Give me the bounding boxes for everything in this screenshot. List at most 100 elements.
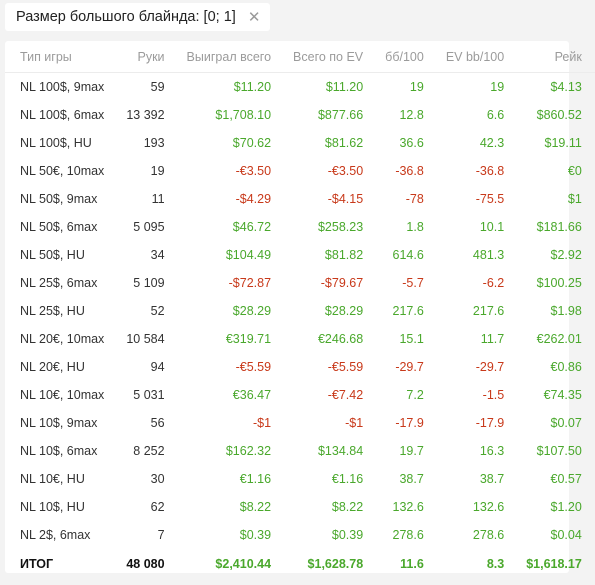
table-row[interactable]: NL 100$, HU 193 $70.62 $81.62 36.6 42.3 $19.11 — [5, 129, 595, 157]
cell-rake: €74.35 — [543, 388, 582, 402]
cell-game-type: NL 20€, HU — [20, 360, 85, 374]
close-icon[interactable]: ✕ — [247, 9, 261, 26]
cell-ev-bb100: -29.7 — [475, 360, 505, 374]
cell-ev-bb100: -17.9 — [475, 416, 505, 430]
cell-ev-total: -€5.59 — [327, 360, 364, 374]
cell-bb100: 19 — [409, 80, 424, 94]
table-row[interactable]: NL 20€, 10max 10 584 €319.71 €246.68 15.1 11.… — [5, 325, 595, 353]
cell-won-total: $70.62 — [232, 136, 272, 150]
cell-ev-total: $81.82 — [324, 248, 364, 262]
cell-won-total: -€5.59 — [235, 360, 272, 374]
table-row[interactable]: NL 2$, 6max 7 $0.39 $0.39 278.6 278.6 $0.04 — [5, 521, 595, 549]
cell-won-total: $11.20 — [233, 80, 272, 94]
cell-game-type: NL 50$, 9max — [20, 192, 98, 206]
cell-ev-bb100: 481.3 — [472, 248, 505, 262]
column-header-rake[interactable]: Рейк — [520, 41, 595, 73]
cell-won-total: $2,410.44 — [215, 556, 272, 571]
cell-bb100: -78 — [405, 192, 424, 206]
cell-bb100: 11.6 — [400, 556, 424, 571]
cell-hands: 13 392 — [126, 108, 165, 122]
table-row[interactable]: NL 10$, HU 62 $8.22 $8.22 132.6 132.6 $1.20 — [5, 493, 595, 521]
column-header-game-type[interactable]: Тип игры — [5, 41, 121, 73]
column-header-hands[interactable]: Руки — [120, 41, 181, 73]
cell-ev-total: -$4.15 — [327, 192, 364, 206]
table-row[interactable]: NL 20€, HU 94 -€5.59 -€5.59 -29.7 -29.7 €0.86 — [5, 353, 595, 381]
cell-hands: 59 — [150, 80, 165, 94]
cell-bb100: 36.6 — [399, 136, 424, 150]
table-row[interactable]: NL 50$, 9max 11 -$4.29 -$4.15 -78 -75.5 $1 — [5, 185, 595, 213]
cell-ev-bb100: 38.7 — [479, 472, 505, 486]
cell-won-total: -$72.87 — [228, 276, 272, 290]
table-row[interactable]: NL 25$, HU 52 $28.29 $28.29 217.6 217.6 $1.98 — [5, 297, 595, 325]
cell-hands: 62 — [150, 500, 165, 514]
cell-game-type: NL 100$, HU — [20, 136, 92, 150]
cell-bb100: 1.8 — [406, 220, 424, 234]
cell-bb100: 12.8 — [399, 108, 424, 122]
cell-ev-total: -€7.42 — [327, 388, 364, 402]
cell-hands: 30 — [150, 472, 165, 486]
cell-hands: 5 031 — [133, 388, 165, 402]
cell-ev-bb100: -1.5 — [482, 388, 505, 402]
table-total-row[interactable]: ИТОГ 48 080 $2,410.44 $1,628.78 11.6 8.3 $1,61… — [5, 549, 595, 578]
cell-bb100: 38.7 — [399, 472, 424, 486]
cell-hands: 193 — [143, 136, 165, 150]
table-row[interactable]: NL 50€, 10max 19 -€3.50 -€3.50 -36.8 -36.8 €0 — [5, 157, 595, 185]
cell-won-total: €319.71 — [225, 332, 272, 346]
cell-ev-bb100: 11.7 — [480, 332, 505, 346]
cell-bb100: -17.9 — [395, 416, 424, 430]
cell-game-type: NL 20€, 10max — [20, 332, 105, 346]
column-header-ev-total[interactable]: Всего по EV — [287, 41, 380, 73]
cell-rake: $19.11 — [544, 136, 582, 150]
column-header-won-total[interactable]: Выиграл всего — [180, 41, 288, 73]
cell-ev-bb100: 10.1 — [479, 220, 505, 234]
cell-won-total: $104.49 — [225, 248, 272, 262]
cell-bb100: 19.7 — [399, 444, 424, 458]
stats-panel: Тип игры Руки Выиграл всего Всего по EV … — [5, 41, 595, 573]
cell-game-type: NL 100$, 6max — [20, 108, 105, 122]
table-row[interactable]: NL 50$, 6max 5 095 $46.72 $258.23 1.8 10.1 $18… — [5, 213, 595, 241]
cell-game-type: ИТОГ — [20, 556, 54, 571]
cell-ev-bb100: 6.6 — [486, 108, 505, 122]
table-row[interactable]: NL 10€, 10max 5 031 €36.47 -€7.42 7.2 -1.5 €74… — [5, 381, 595, 409]
table-row[interactable]: NL 10$, 9max 56 -$1 -$1 -17.9 -17.9 $0.07 — [5, 409, 595, 437]
cell-ev-total: €1.16 — [331, 472, 364, 486]
cell-ev-total: $0.39 — [331, 528, 364, 542]
cell-game-type: NL 10$, 9max — [20, 416, 98, 430]
cell-game-type: NL 10€, 10max — [20, 388, 105, 402]
cell-hands: 10 584 — [126, 332, 165, 346]
cell-rake: $1 — [567, 192, 582, 206]
table-row[interactable]: NL 10$, 6max 8 252 $162.32 $134.84 19.7 16.3 $… — [5, 437, 595, 465]
cell-rake: $107.50 — [536, 444, 582, 458]
table-row[interactable]: NL 100$, 9max 59 $11.20 $11.20 19 19 $4.13 — [5, 73, 595, 102]
cell-rake: $1,618.17 — [526, 556, 582, 571]
cell-game-type: NL 10$, HU — [20, 500, 85, 514]
cell-bb100: 132.6 — [392, 500, 424, 514]
cell-game-type: NL 100$, 9max — [20, 80, 105, 94]
table-row[interactable]: NL 25$, 6max 5 109 -$72.87 -$79.67 -5.7 -6.2 $… — [5, 269, 595, 297]
cell-hands: 34 — [150, 248, 165, 262]
table-row[interactable]: NL 100$, 6max 13 392 $1,708.10 $877.66 12.8 6… — [5, 101, 595, 129]
cell-rake: $0.04 — [550, 528, 582, 542]
column-header-bb100[interactable]: бб/100 — [379, 41, 440, 73]
cell-ev-total: $877.66 — [317, 108, 364, 122]
cell-bb100: 7.2 — [406, 388, 424, 402]
cell-rake: €0.57 — [550, 472, 582, 486]
cell-rake: $1.20 — [550, 500, 582, 514]
cell-won-total: €36.47 — [232, 388, 272, 402]
cell-hands: 56 — [150, 416, 165, 430]
cell-game-type: NL 25$, 6max — [20, 276, 98, 290]
cell-won-total: $162.32 — [225, 444, 272, 458]
cell-hands: 94 — [150, 360, 165, 374]
filter-chip[interactable]: Размер большого блайнда: [0; 1] ✕ — [5, 3, 271, 31]
table-row[interactable]: NL 10€, HU 30 €1.16 €1.16 38.7 38.7 €0.57 — [5, 465, 595, 493]
cell-ev-bb100: 19 — [490, 80, 505, 94]
cell-won-total: $28.29 — [232, 304, 272, 318]
cell-hands: 5 095 — [133, 220, 165, 234]
cell-game-type: NL 10€, HU — [20, 472, 85, 486]
cell-ev-total: $8.22 — [331, 500, 364, 514]
table-row[interactable]: NL 50$, HU 34 $104.49 $81.82 614.6 481.3 $2.92 — [5, 241, 595, 269]
cell-game-type: NL 50$, 6max — [20, 220, 98, 234]
cell-ev-total: $81.62 — [324, 136, 364, 150]
cell-won-total: -$1 — [252, 416, 272, 430]
column-header-ev-bb100[interactable]: EV bb/100 — [439, 41, 521, 73]
